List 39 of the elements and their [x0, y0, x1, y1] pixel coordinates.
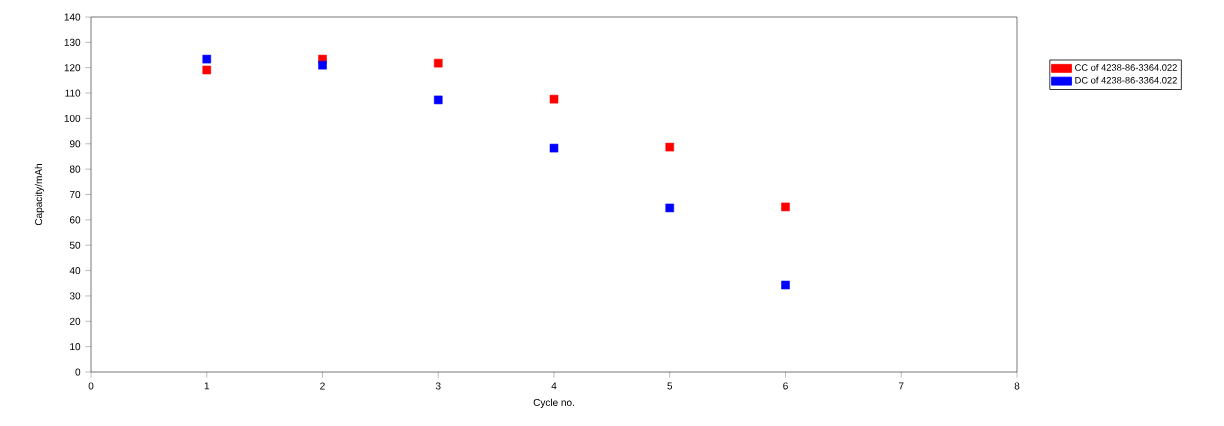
x-axis-title: Cycle no.: [533, 398, 574, 408]
point: [433, 95, 443, 105]
point: [318, 60, 327, 70]
point: [549, 143, 559, 153]
legend-label: CC of 4238-86-3364.022: [1075, 64, 1177, 71]
y-tick-label: 10: [70, 343, 81, 351]
y-tick-label: 70: [70, 190, 81, 199]
y-tick-label: 50: [69, 241, 81, 249]
x-tick-label: 5: [667, 382, 673, 390]
y-tick-label: 0: [75, 368, 81, 376]
y-tick-label: 40: [69, 267, 81, 275]
point: [549, 94, 559, 104]
y-tick-label: 20: [69, 317, 81, 325]
x-tick-label: 0: [88, 382, 94, 390]
x-tick-label: 2: [320, 382, 325, 390]
y-tick-label: 80: [69, 165, 81, 173]
x-tick-label: 7: [898, 382, 904, 390]
point: [781, 280, 790, 290]
y-tick-label: 60: [69, 216, 81, 224]
x-tick-label: 3: [435, 382, 441, 390]
x-tick-label: 8: [1014, 382, 1020, 390]
x-tick-label: 4: [551, 382, 557, 390]
legend-label: DC of 4238-86-3364.022: [1075, 76, 1177, 84]
y-axis-title: Capacity/mAh: [34, 164, 45, 226]
y-tick-label: 130: [64, 38, 81, 46]
point: [781, 202, 790, 212]
x-tick-label: 1: [204, 382, 210, 390]
point: [202, 65, 212, 75]
y-tick-label: 120: [64, 64, 81, 72]
point: [202, 54, 212, 64]
point: [433, 58, 443, 68]
y-tick-label: 100: [64, 114, 81, 122]
point: [665, 203, 675, 213]
x-tick-label: 6: [783, 382, 788, 390]
point: [665, 142, 675, 152]
y-tick-label: 110: [65, 89, 81, 97]
y-tick-label: 140: [64, 13, 81, 21]
y-tick-label: 30: [69, 292, 81, 300]
y-tick-label: 90: [69, 140, 81, 148]
